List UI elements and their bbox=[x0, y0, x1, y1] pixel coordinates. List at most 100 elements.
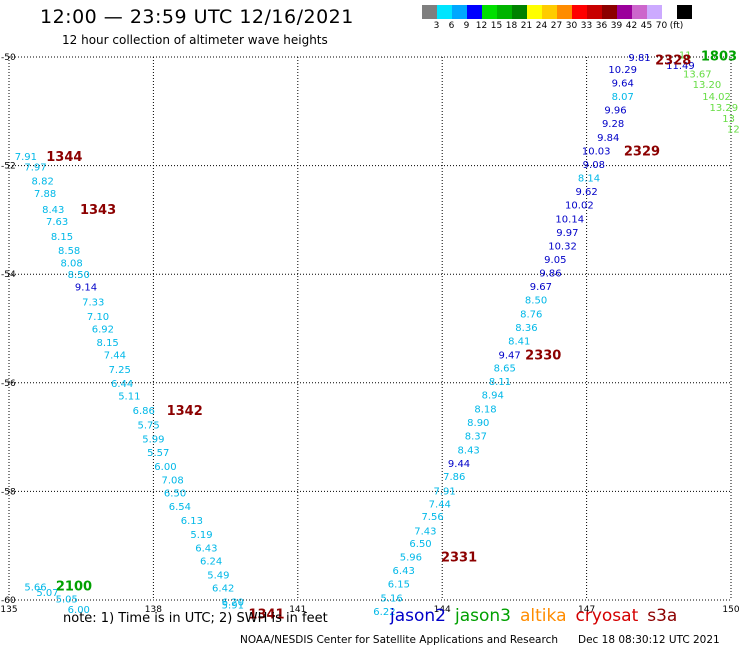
wave-height-point: 9.44 bbox=[448, 459, 470, 470]
axes: 135 138 141 144 147 150 -50 -52 -54 -56 -58 -60 bbox=[0, 53, 739, 615]
color-scale-label: 12 bbox=[475, 21, 488, 31]
wave-height-point: 13.67 bbox=[683, 69, 712, 80]
color-scale-cell bbox=[527, 5, 542, 19]
wave-height-point: 13.29 bbox=[709, 103, 738, 114]
wave-height-point: 5.75 bbox=[137, 421, 159, 432]
y-tick-label: -50 bbox=[1, 53, 16, 63]
track-time-label: 2100 bbox=[56, 579, 92, 594]
y-tick-label: -60 bbox=[1, 596, 16, 606]
wave-height-point: 6.50 bbox=[409, 539, 431, 550]
wave-height-point: 8.14 bbox=[578, 174, 600, 185]
wave-height-point: 5.66 bbox=[24, 582, 46, 593]
wave-height-point: 8.43 bbox=[458, 446, 480, 457]
wave-height-point: 12 bbox=[727, 125, 740, 136]
legend-altika: altika bbox=[520, 606, 567, 626]
wave-height-point: 5.49 bbox=[207, 570, 229, 581]
wave-height-point: 8.41 bbox=[508, 336, 530, 347]
wave-height-point: 9.14 bbox=[75, 283, 97, 294]
wave-height-point: 9.64 bbox=[612, 79, 634, 90]
track-time-label: 1343 bbox=[80, 203, 116, 218]
wave-height-point: 13 bbox=[722, 114, 735, 125]
color-scale-cell bbox=[512, 5, 527, 19]
legend-cryosat: cryosat bbox=[575, 606, 639, 626]
wave-height-point: 7.86 bbox=[443, 472, 465, 483]
wave-height-point: 8.50 bbox=[68, 270, 90, 281]
wave-height-point: 6.22 bbox=[373, 607, 395, 618]
wave-height-point: 8.50 bbox=[525, 296, 547, 307]
color-scale-label: 24 bbox=[535, 21, 548, 31]
wave-height-point: 14.02 bbox=[702, 92, 731, 103]
wave-height-point: 7.33 bbox=[82, 297, 104, 308]
color-scale-cell bbox=[572, 5, 587, 19]
color-scale-cell bbox=[647, 5, 662, 19]
wave-height-point: 6.43 bbox=[195, 543, 217, 554]
color-scale-label: 9 bbox=[463, 21, 470, 31]
wave-height-point: 8.08 bbox=[60, 258, 82, 269]
color-scale-label: 18 bbox=[505, 21, 518, 31]
color-scale-cell bbox=[617, 5, 632, 19]
color-scale-label: 42 bbox=[625, 21, 638, 31]
wave-height-point: 10.02 bbox=[565, 201, 594, 212]
wave-height-point: 8.15 bbox=[97, 338, 119, 349]
wave-height-point: 8.65 bbox=[494, 364, 516, 375]
wave-height-point: 8.94 bbox=[482, 391, 504, 402]
wave-height-point: 10.14 bbox=[555, 214, 584, 225]
x-tick-label: 135 bbox=[0, 605, 17, 615]
wave-height-point: 9.08 bbox=[583, 160, 605, 171]
wave-height-point: 5.05 bbox=[56, 594, 78, 605]
legend-s3a: s3a bbox=[647, 606, 678, 626]
wave-height-point: 6.42 bbox=[212, 584, 234, 595]
wave-height-point: 10.03 bbox=[582, 146, 611, 157]
y-tick-label: -54 bbox=[1, 270, 16, 280]
color-scale-cell bbox=[482, 5, 497, 19]
wave-height-point: 5.57 bbox=[147, 448, 169, 459]
color-scale-label: 36 bbox=[595, 21, 608, 31]
wave-height-point: 5.91 bbox=[222, 600, 244, 611]
color-scale-label: 6 bbox=[448, 21, 455, 31]
color-scale-bar bbox=[422, 5, 692, 19]
wave-height-point: 5.16 bbox=[381, 593, 403, 604]
color-scale-label: 45 bbox=[640, 21, 653, 31]
y-tick-label: -56 bbox=[1, 379, 16, 389]
wave-height-point: 7.91 bbox=[15, 152, 37, 163]
color-scale-cell bbox=[542, 5, 557, 19]
generation-timestamp: Dec 18 08:30:12 UTC 2021 bbox=[578, 634, 720, 646]
wave-height-point: 8.76 bbox=[520, 309, 542, 320]
wave-height-point: 8.43 bbox=[42, 205, 64, 216]
color-scale-cell bbox=[452, 5, 467, 19]
track-time-label: 1803 bbox=[701, 49, 737, 64]
wave-height-point: 8.15 bbox=[51, 232, 73, 243]
data-labels: 7.917.978.827.888.437.638.158.588.088.50… bbox=[15, 50, 740, 618]
wave-height-point: 7.25 bbox=[109, 365, 131, 376]
wave-height-point: 7.44 bbox=[429, 499, 451, 510]
wave-height-point: 6.43 bbox=[393, 566, 415, 577]
y-tick-label: -52 bbox=[1, 162, 16, 172]
color-scale-unit: (ft) bbox=[669, 21, 684, 31]
color-scale-label: 3 bbox=[433, 21, 440, 31]
color-scale-cell bbox=[467, 5, 482, 19]
wave-height-point: 9.81 bbox=[628, 53, 650, 64]
wave-height-point: 6.24 bbox=[200, 556, 222, 567]
color-scale-cell bbox=[632, 5, 647, 19]
wave-height-point: 11 bbox=[679, 50, 692, 61]
color-scale-cell bbox=[662, 5, 677, 19]
wave-height-point: 9.84 bbox=[597, 133, 619, 144]
wave-height-point: 7.44 bbox=[104, 351, 126, 362]
wave-height-point: 7.63 bbox=[46, 217, 68, 228]
y-tick-label: -58 bbox=[1, 487, 16, 497]
footnote: note: 1) Time is in UTC; 2) SWH is in fe… bbox=[63, 611, 328, 626]
legend-jason3: jason3 bbox=[455, 606, 511, 626]
wave-height-point: 9.05 bbox=[544, 255, 566, 266]
color-scale-label: 15 bbox=[490, 21, 503, 31]
wave-height-point: 8.18 bbox=[474, 404, 496, 415]
wave-height-point: 8.90 bbox=[467, 418, 489, 429]
wave-height-point: 7.97 bbox=[24, 163, 46, 174]
track-time-label: 1344 bbox=[46, 150, 82, 165]
color-scale-label: 27 bbox=[550, 21, 563, 31]
x-tick-label: 138 bbox=[145, 605, 162, 615]
wave-height-point: 6.54 bbox=[169, 502, 191, 513]
track-time-label: 1342 bbox=[167, 404, 203, 419]
x-tick-label: 147 bbox=[578, 605, 595, 615]
wave-height-point: 6.86 bbox=[133, 406, 155, 417]
